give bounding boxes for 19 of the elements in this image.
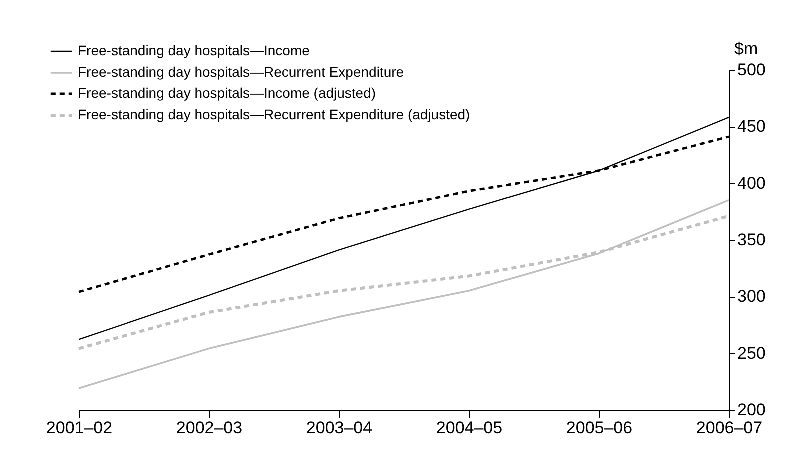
y-tick-label: 200 — [738, 400, 766, 420]
x-tick-label: 2004–05 — [436, 418, 503, 438]
y-axis-title: $m — [734, 40, 758, 58]
legend-label: Free-standing day hospitals—Income (adjusted) — [78, 85, 376, 101]
x-tick-label: 2003–04 — [306, 418, 373, 438]
legend-label: Free-standing day hospitals—Recurrent Expenditure — [78, 64, 404, 80]
y-tick-label: 300 — [738, 287, 766, 306]
x-tick-label: 2005–06 — [566, 418, 633, 438]
x-tick-label: 2002–03 — [176, 418, 243, 438]
y-tick-label: 250 — [738, 344, 766, 363]
y-tick-label: 500 — [738, 60, 766, 80]
y-tick-label: 450 — [738, 117, 766, 136]
x-tick-label: 2001–02 — [46, 418, 113, 438]
line-series — [78, 199, 730, 390]
legend-label: Free-standing day hospitals—Income — [78, 42, 310, 58]
x-tick-label: 2006–07 — [696, 418, 763, 438]
legend-label: Free-standing day hospitals—Recurrent Expenditure (adjusted) — [78, 106, 470, 122]
y-tick-label: 400 — [738, 174, 766, 193]
y-tick-label: 350 — [738, 230, 766, 250]
